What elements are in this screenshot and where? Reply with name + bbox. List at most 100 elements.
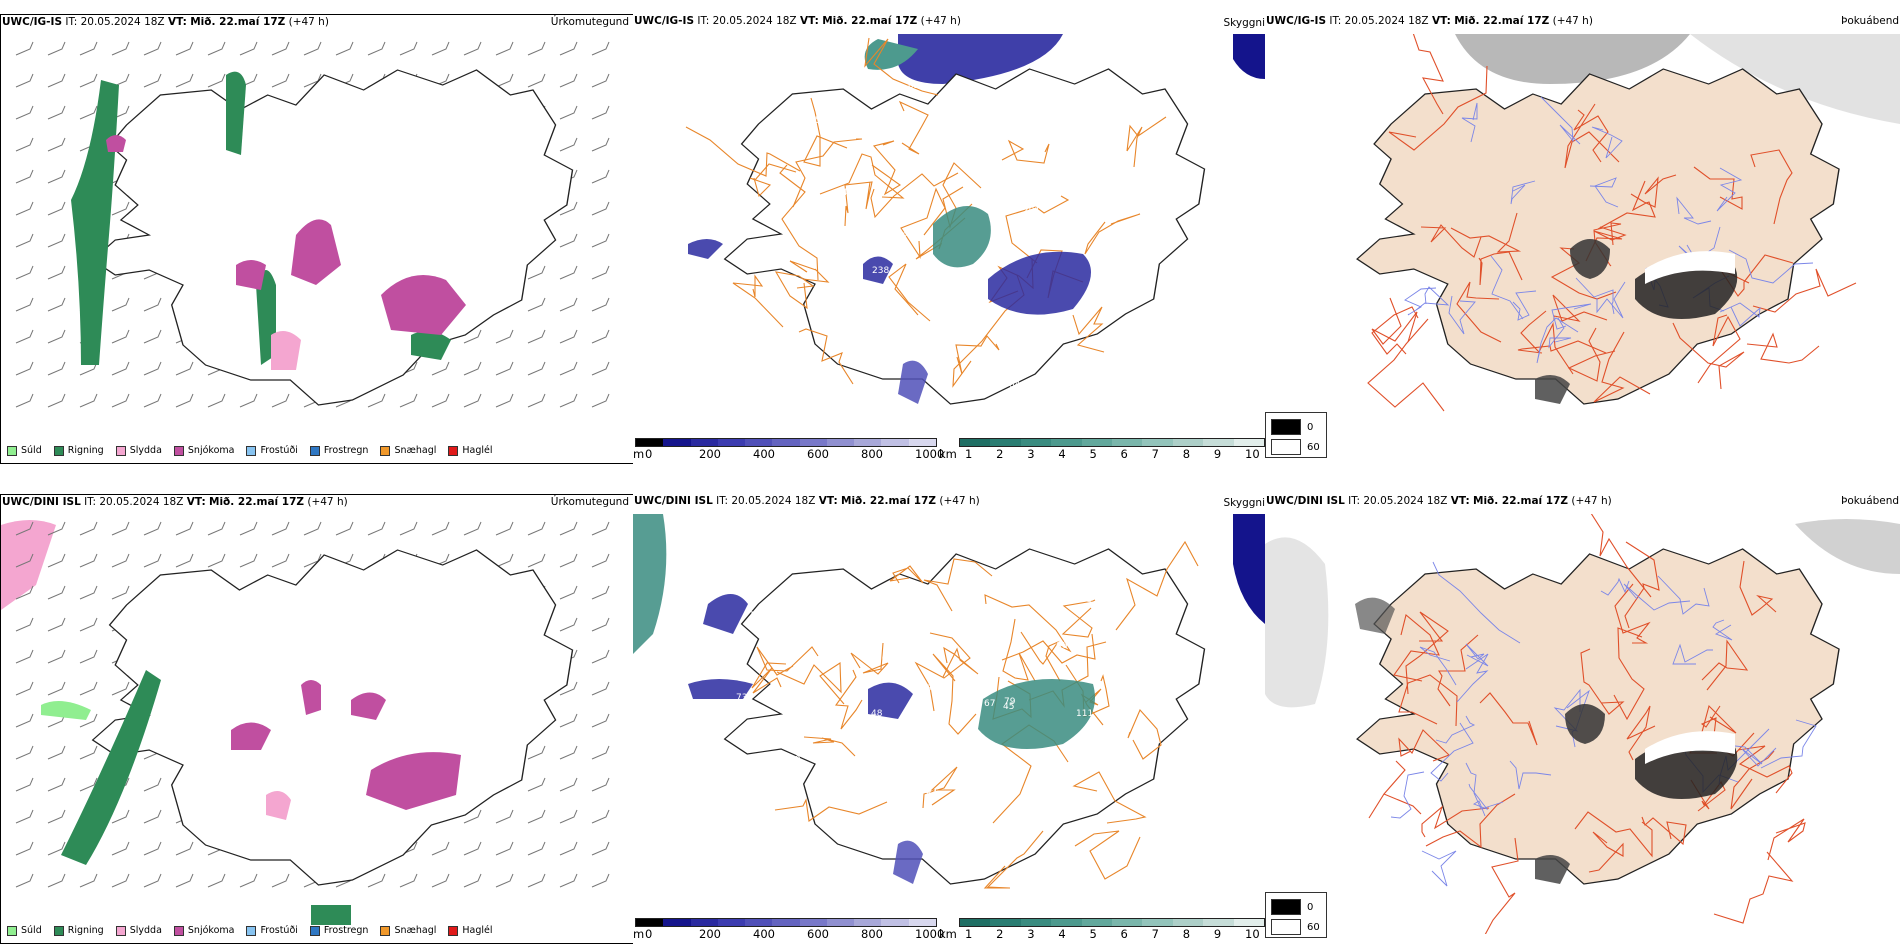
cloud-base-label: 72 — [1004, 838, 1015, 848]
wind-barb — [527, 329, 546, 344]
wind-barb — [15, 649, 34, 664]
road-line — [1074, 830, 1141, 880]
cloud-base-label: 54 — [846, 774, 858, 784]
wind-barb — [47, 617, 66, 632]
cloud-base-label: 51 — [1072, 121, 1083, 131]
fog-legend-label: 0 — [1307, 901, 1314, 913]
wind-barb — [79, 681, 98, 696]
colorbar-tick: 10 — [1245, 927, 1260, 941]
colorbar-step — [663, 439, 691, 446]
precip-map — [15, 41, 610, 408]
colorbar-tick: 0 — [645, 927, 653, 941]
road-line — [955, 335, 1000, 375]
cloud-base-label: 80 — [811, 241, 823, 251]
wind-barb — [79, 585, 98, 600]
low-cloud-area — [868, 682, 913, 719]
legend-item: Slydda — [115, 445, 162, 456]
road-line — [923, 558, 993, 612]
river-line — [1432, 561, 1521, 644]
colorbar-tick: 4 — [1058, 447, 1066, 461]
wind-barb — [559, 553, 578, 568]
colorbar-step — [772, 919, 800, 926]
river-line — [1435, 715, 1476, 744]
legend-swatch — [448, 445, 459, 456]
colorbar-step — [1081, 439, 1113, 446]
rain-area — [61, 670, 161, 865]
iceland-coastline — [1356, 68, 1840, 405]
river-line — [1490, 255, 1524, 320]
legend-item: Snjókoma — [173, 925, 235, 936]
wind-barb — [591, 617, 610, 632]
precip-panel-row1: UWC/IG-IS IT: 20.05.2024 18Z VT: Mið. 22… — [0, 14, 634, 464]
wind-barb — [15, 809, 34, 824]
road-line — [870, 172, 959, 219]
cloud-base-label: 02 — [908, 81, 919, 91]
snow-area — [351, 692, 386, 720]
fog-legend-swatch — [1271, 919, 1301, 935]
low-cloud-band — [1233, 514, 1265, 624]
low-cloud-area — [898, 360, 928, 404]
wind-barb — [15, 873, 34, 888]
fog-legend-swatch — [1271, 899, 1301, 915]
colorbar-tick: 0 — [645, 447, 653, 461]
wind-barb — [15, 329, 34, 344]
wind-barb — [559, 393, 578, 408]
wind-barb — [335, 521, 354, 536]
colorbar-step — [908, 919, 936, 926]
road-line — [889, 565, 924, 584]
road-line — [1626, 705, 1656, 761]
legend-label: Súld — [21, 925, 42, 936]
wind-barb — [591, 169, 610, 184]
road-line — [789, 260, 830, 283]
river-line — [1596, 281, 1626, 319]
fog-map — [1265, 514, 1900, 934]
wind-barb — [527, 553, 546, 568]
legend-label: Snjókoma — [187, 925, 235, 936]
road-line — [1479, 692, 1538, 746]
river-line — [1551, 303, 1592, 330]
wind-barb — [463, 841, 482, 856]
wind-barb — [399, 41, 418, 56]
wind-barb — [15, 841, 34, 856]
visibility-panel-row1: UWC/IG-IS IT: 20.05.2024 18Z VT: Mið. 22… — [633, 14, 1265, 464]
wind-barb — [559, 297, 578, 312]
wind-barb — [431, 841, 450, 856]
road-line — [1739, 560, 1777, 616]
cloud-base-label: 270 — [833, 849, 850, 859]
wind-barb — [431, 393, 450, 408]
road-line — [922, 766, 958, 809]
wind-barb — [463, 361, 482, 376]
precip-map — [1, 520, 610, 925]
wind-barb — [239, 393, 258, 408]
wind-barb — [175, 393, 194, 408]
wind-barb — [79, 745, 98, 760]
colorbar-unit: m — [633, 447, 645, 461]
cloud-base-label: 117 — [1003, 250, 1020, 260]
low-cloud-area — [988, 251, 1091, 315]
legend-swatch — [7, 445, 17, 456]
wind-barb — [15, 297, 34, 312]
road-line — [942, 646, 979, 678]
river-line — [1589, 177, 1619, 208]
visibility-map: 238 122 119 117 86 65 52 80 103 41 201 02 96 84 28 53 20… — [685, 34, 1265, 405]
panel-header: UWC/IG-IS IT: 20.05.2024 18Z VT: Mið. 22… — [2, 16, 329, 28]
legend-swatch — [115, 445, 126, 456]
road-line — [898, 100, 929, 155]
colorbar-step — [1112, 919, 1143, 926]
road-line — [1573, 109, 1609, 163]
wind-barb — [559, 521, 578, 536]
wind-barb — [47, 585, 66, 600]
wind-barb — [47, 41, 66, 56]
cloud-base-label: 65 — [809, 116, 820, 126]
river-line — [1716, 167, 1743, 212]
snow-area — [231, 722, 271, 750]
legend-swatch — [309, 445, 320, 456]
wind-barb — [143, 329, 162, 344]
legend-label: Haglél — [462, 445, 493, 456]
rain-area — [311, 905, 351, 925]
wind-barb — [591, 809, 610, 824]
cloud-base-labels: 67 72 79 63 84 50 48 127 75 111 103 146 270 66 63 253 84… — [736, 595, 1093, 859]
low-cloud-area — [688, 239, 723, 259]
colorbar-step — [690, 919, 718, 926]
cloud-base-label: 119 — [754, 75, 771, 85]
